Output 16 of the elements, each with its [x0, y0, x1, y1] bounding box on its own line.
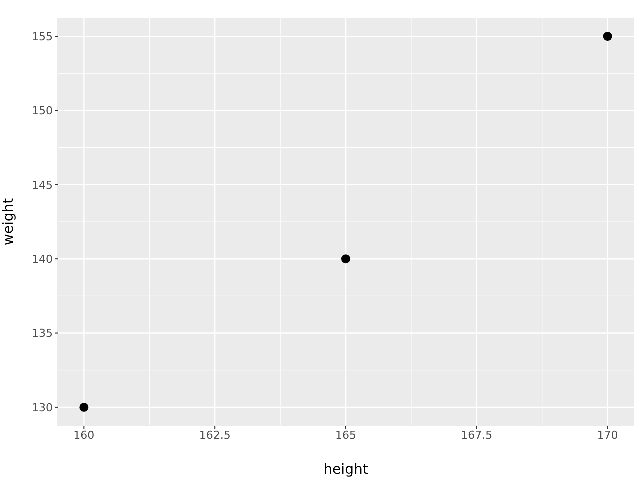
x-tick-label: 162.5: [199, 428, 231, 442]
y-axis-title: weight: [0, 198, 17, 246]
x-tick-label: 160: [74, 428, 95, 442]
y-tick-label: 145: [32, 178, 53, 192]
point: [80, 402, 89, 412]
y-tick-label: 135: [32, 327, 53, 340]
x-tick-label: 165: [336, 428, 356, 442]
y-tick-label: 155: [32, 30, 53, 44]
x-tick-label: 170: [597, 428, 618, 442]
point: [603, 32, 612, 42]
point: [341, 254, 351, 264]
y-tick-label: 130: [32, 401, 53, 414]
y-tick-label: 140: [32, 252, 53, 266]
y-tick-label: 150: [32, 104, 53, 118]
x-tick-label: 167.5: [461, 428, 493, 442]
x-axis-title: height: [324, 462, 369, 478]
